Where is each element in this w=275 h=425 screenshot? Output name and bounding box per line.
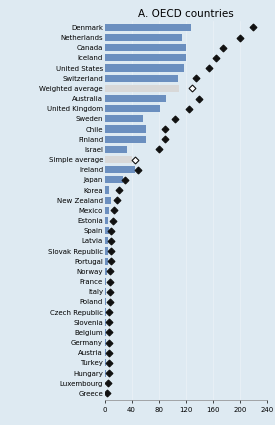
Bar bbox=[104, 197, 111, 204]
Bar bbox=[104, 125, 146, 133]
Bar bbox=[104, 349, 106, 356]
Bar bbox=[104, 95, 166, 102]
Bar bbox=[104, 339, 106, 346]
Bar bbox=[104, 136, 146, 143]
Bar bbox=[104, 187, 109, 194]
Title: A. OECD countries: A. OECD countries bbox=[138, 9, 233, 19]
Bar bbox=[104, 156, 131, 163]
Bar bbox=[104, 268, 106, 275]
Bar bbox=[104, 390, 105, 397]
Bar bbox=[104, 380, 105, 387]
Bar bbox=[104, 278, 106, 285]
Bar bbox=[104, 329, 106, 336]
Bar bbox=[104, 309, 106, 316]
Bar bbox=[104, 227, 109, 234]
Bar bbox=[104, 237, 108, 244]
Bar bbox=[104, 115, 143, 122]
Bar bbox=[104, 146, 128, 153]
Bar bbox=[104, 54, 186, 62]
Bar bbox=[104, 207, 109, 214]
Bar bbox=[104, 44, 186, 51]
Bar bbox=[104, 298, 106, 306]
Bar bbox=[104, 34, 182, 41]
Bar bbox=[104, 75, 178, 82]
Bar bbox=[104, 288, 106, 295]
Bar bbox=[104, 105, 160, 112]
Bar bbox=[104, 258, 108, 265]
Bar bbox=[104, 24, 191, 31]
Bar bbox=[104, 217, 108, 224]
Bar bbox=[104, 65, 184, 71]
Bar bbox=[104, 166, 135, 173]
Bar bbox=[104, 359, 106, 366]
Bar bbox=[104, 319, 106, 326]
Bar bbox=[104, 247, 108, 255]
Bar bbox=[104, 85, 179, 92]
Bar bbox=[104, 176, 123, 184]
Bar bbox=[104, 369, 106, 377]
